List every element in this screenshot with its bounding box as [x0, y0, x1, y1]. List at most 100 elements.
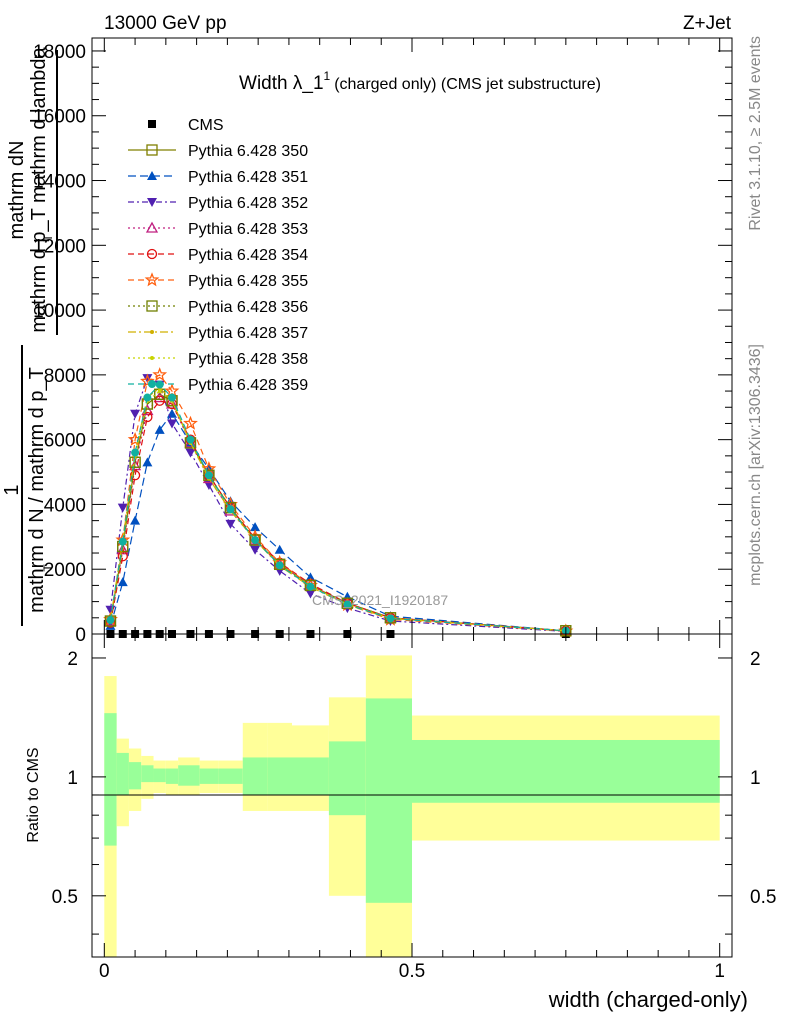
ratio-band-inner-1: [116, 752, 129, 795]
series-10-point-12: [343, 600, 352, 609]
ratio-xtick-label-1: 1: [714, 961, 725, 982]
legend-label-10: Pythia 6.428 359: [188, 377, 308, 394]
series-10-point-6: [186, 435, 195, 444]
legend-entry-2: Pythia 6.428 351: [128, 169, 308, 186]
series-9-point-4: [157, 389, 162, 394]
plot-title: Width λ_11 (charged only) (CMS jet substr…: [239, 69, 601, 94]
ratio-band-inner-3: [141, 765, 154, 783]
series-10-point-9: [251, 536, 260, 545]
x-axis-label: width (charged-only): [548, 987, 748, 1012]
ratio-band-inner-2: [128, 762, 142, 790]
legend-entry-1: Pythia 6.428 350: [128, 143, 308, 160]
legend-marker-4: [145, 221, 159, 233]
ratio-ytick-label-left-0.5: 0.5: [52, 887, 78, 908]
ratio-band-inner-12: [328, 741, 366, 816]
main-y-label: mathrm dN mathrm d p_T mathrm d lambda T…: [1, 46, 58, 626]
main-ytick-label-4000: 4000: [44, 495, 86, 516]
series-7-point-13: [384, 612, 397, 624]
series-line-8: [109, 386, 566, 632]
series-7-point-10: [274, 558, 286, 571]
series-3-point-1: [117, 503, 128, 513]
series-2-point-11: [305, 572, 316, 582]
ratio-ytick-label-left-1: 1: [67, 768, 78, 789]
legend-marker-5: [146, 248, 158, 260]
ratio-ytick-label-right-0.5: 0.5: [750, 887, 776, 908]
ylabel-subscript-t-top: T: [41, 234, 55, 242]
series-2-point-2: [130, 515, 141, 525]
mcplots-label: mcplots.cern.ch [arXiv:1306.3436]: [747, 344, 764, 586]
series-3-point-11: [305, 589, 316, 599]
ratio-band-inner-6: [178, 765, 200, 786]
main-ytick-label-18000: 18000: [33, 42, 86, 63]
legend-marker-0: [148, 120, 156, 128]
legend-label-1: Pythia 6.428 350: [188, 143, 308, 160]
legend-label-7: Pythia 6.428 356: [188, 299, 308, 316]
legend-entry-4: Pythia 6.428 353: [128, 221, 308, 238]
ratio-band-inner-5: [165, 768, 179, 784]
main-ytick-label-2000: 2000: [44, 560, 86, 581]
plot-title-main: Width λ_1: [239, 73, 323, 94]
series-3-point-5: [167, 419, 177, 429]
series-10-point-7: [204, 471, 213, 480]
legend-marker-7: [146, 300, 158, 312]
main-ytick-label-6000: 6000: [44, 431, 86, 452]
legend-marker-8: [150, 330, 154, 334]
plot-title-sub: (charged only) (CMS jet substructure): [334, 76, 601, 93]
ratio-ytick-label-right-1: 1: [750, 768, 761, 789]
main-ytick-label-10000: 10000: [33, 301, 86, 322]
ylabel-part-dn-dpt: mathrm d N / mathrm d p_T: [26, 367, 48, 613]
series-3-point-6: [185, 448, 196, 458]
ratio-ytick-label-right-2: 2: [750, 649, 761, 670]
ratio-band-inner-14: [412, 739, 720, 803]
legend-label-4: Pythia 6.428 353: [188, 221, 308, 238]
series-10-point-13: [386, 614, 395, 623]
ratio-xtick-label-0.5: 0.5: [399, 961, 425, 982]
series-10-point-10: [275, 561, 284, 570]
ratio-band-inner-8: [218, 768, 243, 784]
ylabel-part-dn: mathrm dN: [6, 141, 28, 240]
ratio-band-inner-0: [104, 713, 117, 846]
legend-label-9: Pythia 6.428 358: [188, 351, 308, 368]
legend-label-0: CMS: [188, 117, 224, 134]
main-ytick-label-12000: 12000: [33, 236, 86, 257]
ylabel-part-one: 1: [1, 484, 23, 495]
series-7-point-9: [249, 534, 261, 546]
main-y-ticks: 0 2000 4000 6000 8000 10000 12000 14000 16000 180…: [33, 42, 732, 646]
ylabel-subscript-t-bottom: T: [41, 564, 55, 572]
legend-marker-2: [147, 171, 157, 180]
legend-label-8: Pythia 6.428 357: [188, 325, 308, 342]
legend-marker-9: [150, 356, 154, 360]
ratio-band-inner-7: [199, 768, 219, 784]
ratio-x-ticks: 0 0.5 1: [99, 634, 725, 982]
ratio-band-inner-4: [153, 768, 166, 783]
legend-label-5: Pythia 6.428 354: [188, 247, 308, 264]
legend-label-2: Pythia 6.428 351: [188, 169, 308, 186]
series-3-point-8: [225, 519, 236, 529]
main-x-ticks: [103, 38, 721, 634]
series-3-point-7: [203, 481, 214, 490]
legend: CMS Pythia 6.428 350 Pythia 6.428 351 Pythi…: [128, 117, 308, 394]
legend-marker-3: [147, 198, 157, 207]
legend-label-3: Pythia 6.428 352: [188, 195, 308, 212]
legend-marker-6: [144, 272, 160, 287]
series-10-point-2: [131, 448, 140, 457]
series-10-point-0: [106, 616, 115, 625]
legend-entry-6: Pythia 6.428 355: [128, 272, 308, 290]
series-6-point-4: [152, 367, 168, 382]
legend-marker-10: [148, 380, 156, 388]
legend-entry-7: Pythia 6.428 356: [128, 299, 308, 316]
series-line-9: [109, 390, 566, 632]
main-plot: 0 2000 4000 6000 8000 10000 12000 14000 16000 180…: [33, 37, 733, 646]
series-3-point-3: [142, 374, 153, 384]
series-2-point-10: [274, 544, 285, 554]
legend-entry-8: Pythia 6.428 357: [128, 325, 308, 342]
legend-entry-0: CMS: [148, 117, 224, 134]
legend-entry-10: Pythia 6.428 359: [128, 377, 308, 394]
main-ytick-label-8000: 8000: [44, 366, 86, 387]
series-3-point-2: [130, 409, 141, 419]
ratio-ytick-label-left-2: 2: [67, 649, 78, 670]
series-10-point-11: [306, 582, 315, 591]
series-2-point-4: [154, 424, 165, 434]
series-10-point-1: [118, 537, 127, 546]
